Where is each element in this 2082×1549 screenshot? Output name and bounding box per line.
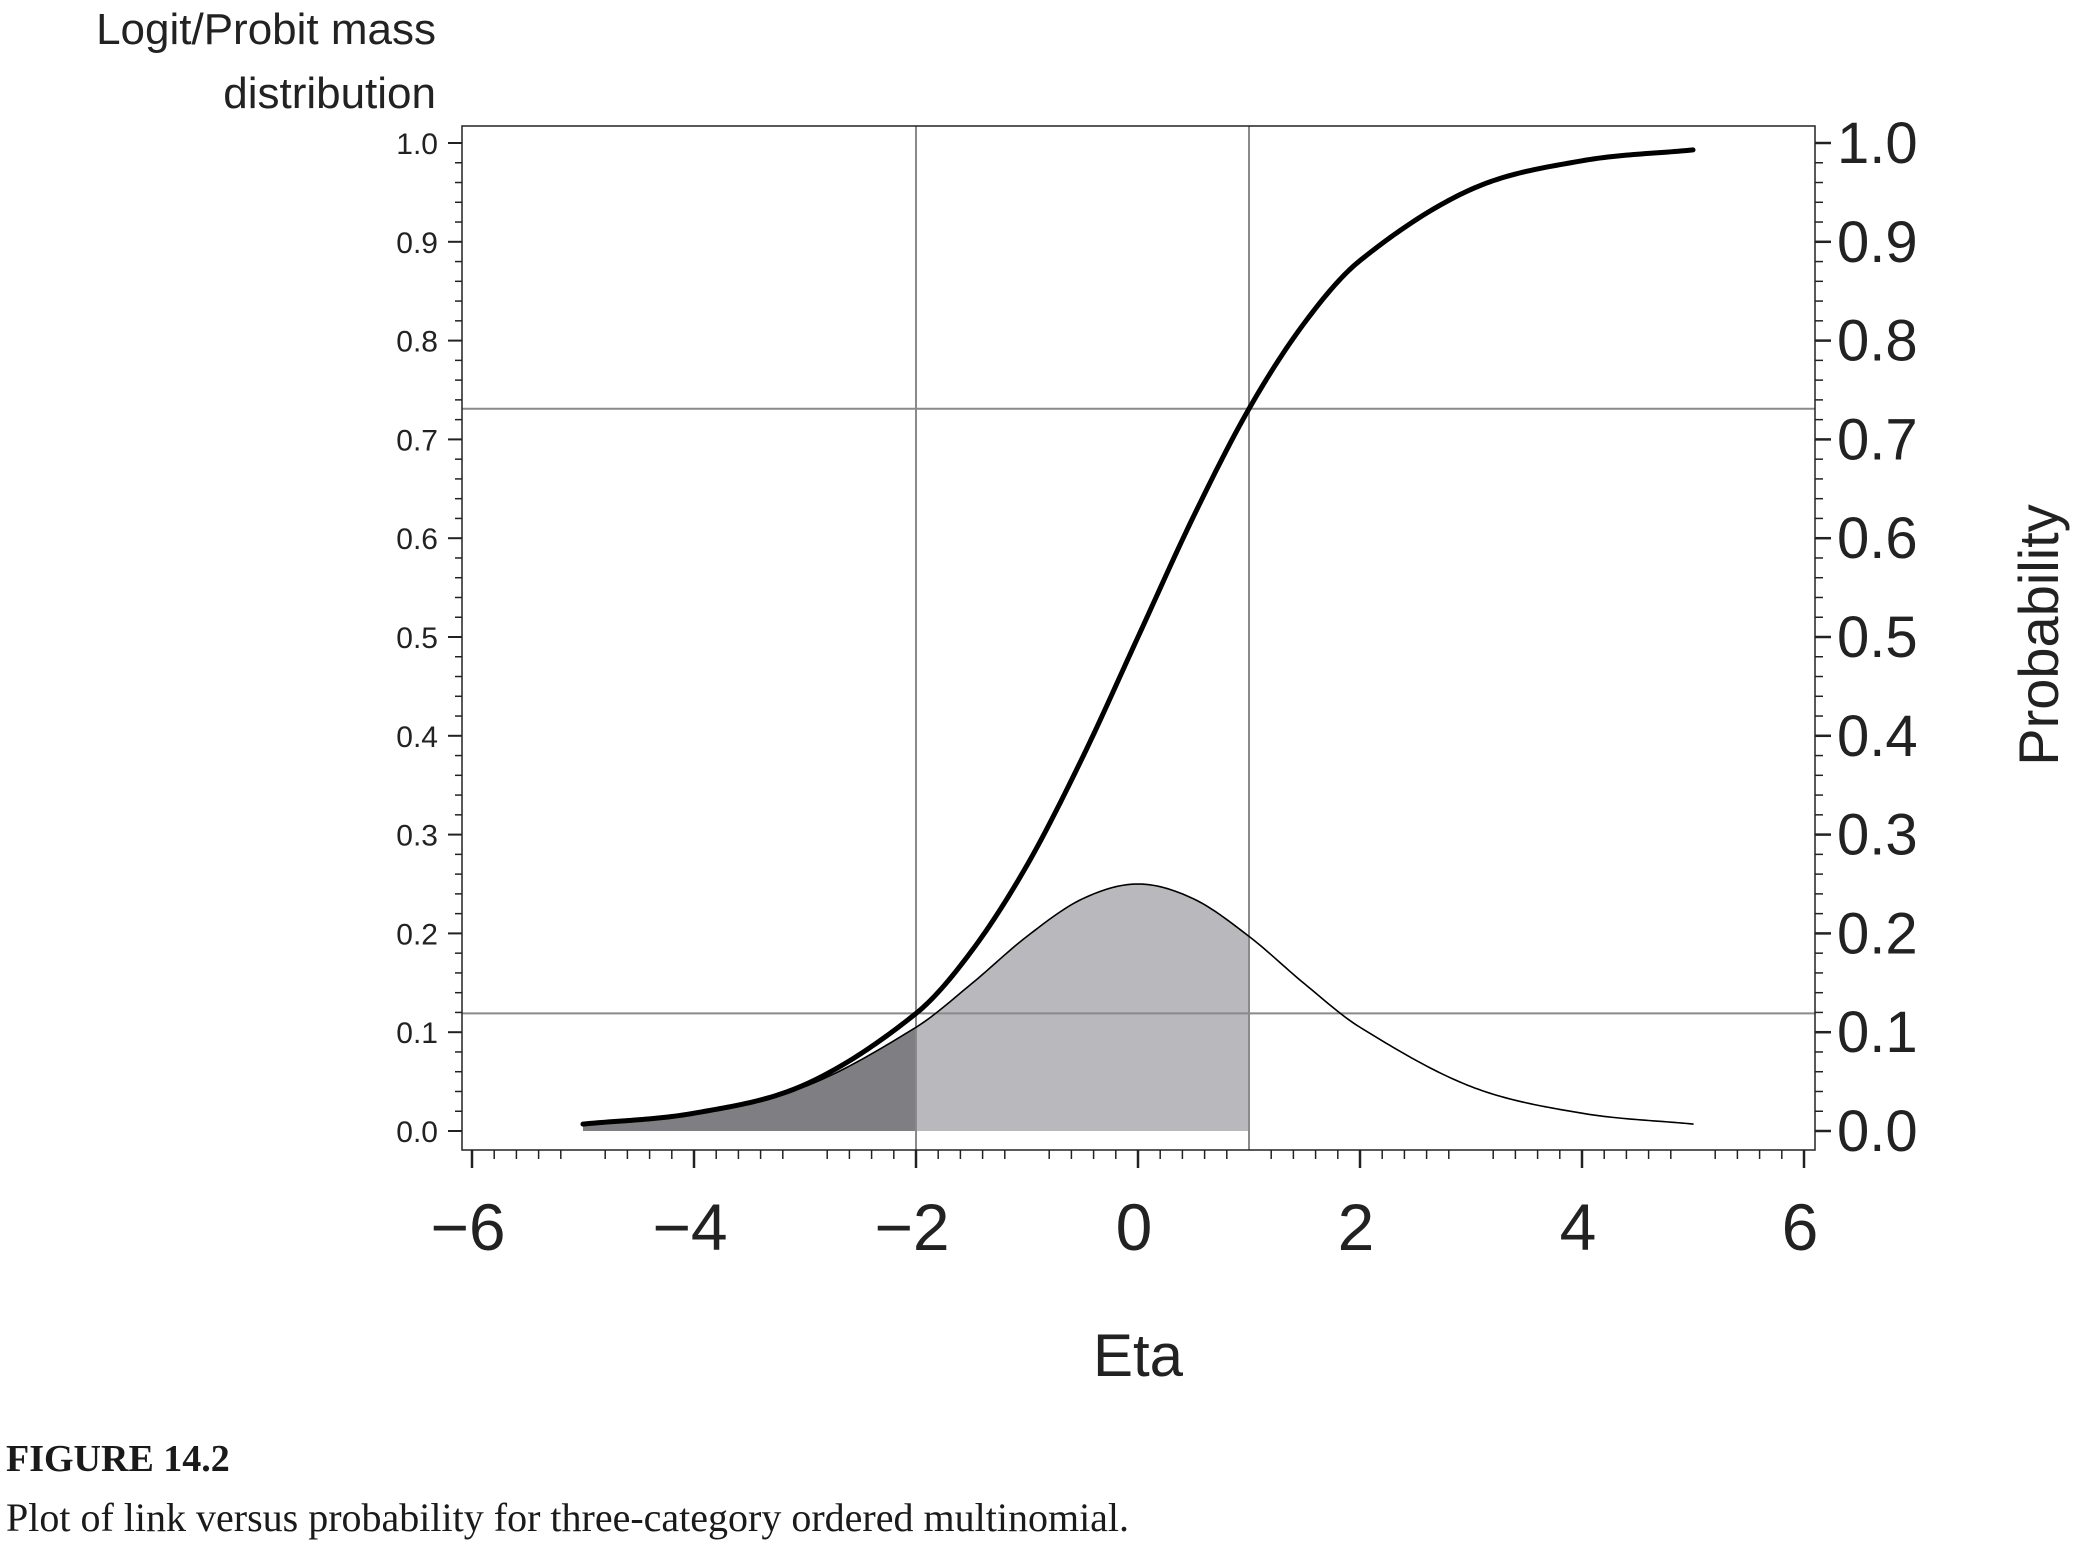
right-y-tick-label: 0.1 — [1837, 1000, 1918, 1065]
left-y-tick-label: 0.4 — [396, 721, 438, 754]
x-tick-label: −2 — [874, 1190, 949, 1264]
left-y-tick-label: 1.0 — [396, 128, 438, 161]
x-tick-label: 0 — [1116, 1190, 1153, 1264]
right-y-tick-label: 0.5 — [1837, 605, 1918, 670]
right-y-tick-label: 0.0 — [1837, 1099, 1918, 1164]
series-lines — [580, 147, 1696, 1127]
x-tick-label: −4 — [652, 1190, 727, 1264]
left-y-axis: 0.0 0.1 0.2 0.3 0.4 0.5 0.6 0.7 0.8 0.9 1.0 — [396, 128, 462, 1149]
x-axis: −6 −4 −2 0 2 4 6 — [430, 1150, 1818, 1264]
reference-lines — [462, 126, 1815, 1150]
right-y-tick-label: 0.2 — [1837, 901, 1918, 966]
right-y-tick-label: 0.6 — [1837, 506, 1918, 571]
left-y-tick-label: 0.8 — [396, 326, 438, 359]
shaded-region-1 — [583, 1027, 916, 1131]
x-axis-title: Eta — [1093, 1322, 1184, 1389]
right-y-tick-label: 0.9 — [1837, 210, 1918, 275]
left-y-tick-label: 0.1 — [396, 1017, 438, 1050]
shaded-region-2 — [916, 884, 1249, 1131]
x-tick-label: −6 — [430, 1190, 505, 1264]
left-y-tick-label: 0.6 — [396, 523, 438, 556]
x-tick-label: 6 — [1782, 1190, 1819, 1264]
figure-label: FIGURE 14.2 — [6, 1438, 230, 1480]
shaded-regions — [583, 884, 1249, 1131]
left-y-tick-label: 0.2 — [396, 918, 438, 951]
left-y-tick-label: 0.3 — [396, 820, 438, 853]
figure-caption: Plot of link versus probability for thre… — [6, 1495, 1130, 1540]
right-y-axis-title: Probability — [2007, 504, 2070, 765]
left-y-tick-label: 0.7 — [396, 424, 438, 457]
x-tick-label: 2 — [1338, 1190, 1375, 1264]
mass-distribution-curve — [582, 883, 1694, 1125]
left-y-tick-label: 0.0 — [396, 1116, 438, 1149]
right-y-tick-label: 0.3 — [1837, 803, 1918, 868]
x-tick-label: 4 — [1560, 1190, 1597, 1264]
right-y-axis: 0.0 0.1 0.2 0.3 0.4 0.5 0.6 0.7 0.8 0.9 1.0 — [1815, 111, 1918, 1164]
left-y-tick-label: 0.5 — [396, 622, 438, 655]
right-y-tick-label: 1.0 — [1837, 111, 1918, 176]
left-y-axis-title-line-1: Logit/Probit mass — [96, 5, 436, 54]
right-y-tick-label: 0.8 — [1837, 309, 1918, 374]
right-y-tick-label: 0.7 — [1837, 407, 1918, 472]
left-y-tick-label: 0.9 — [396, 227, 438, 260]
right-y-tick-label: 0.4 — [1837, 704, 1918, 769]
left-y-axis-title-line-2: distribution — [223, 69, 436, 118]
